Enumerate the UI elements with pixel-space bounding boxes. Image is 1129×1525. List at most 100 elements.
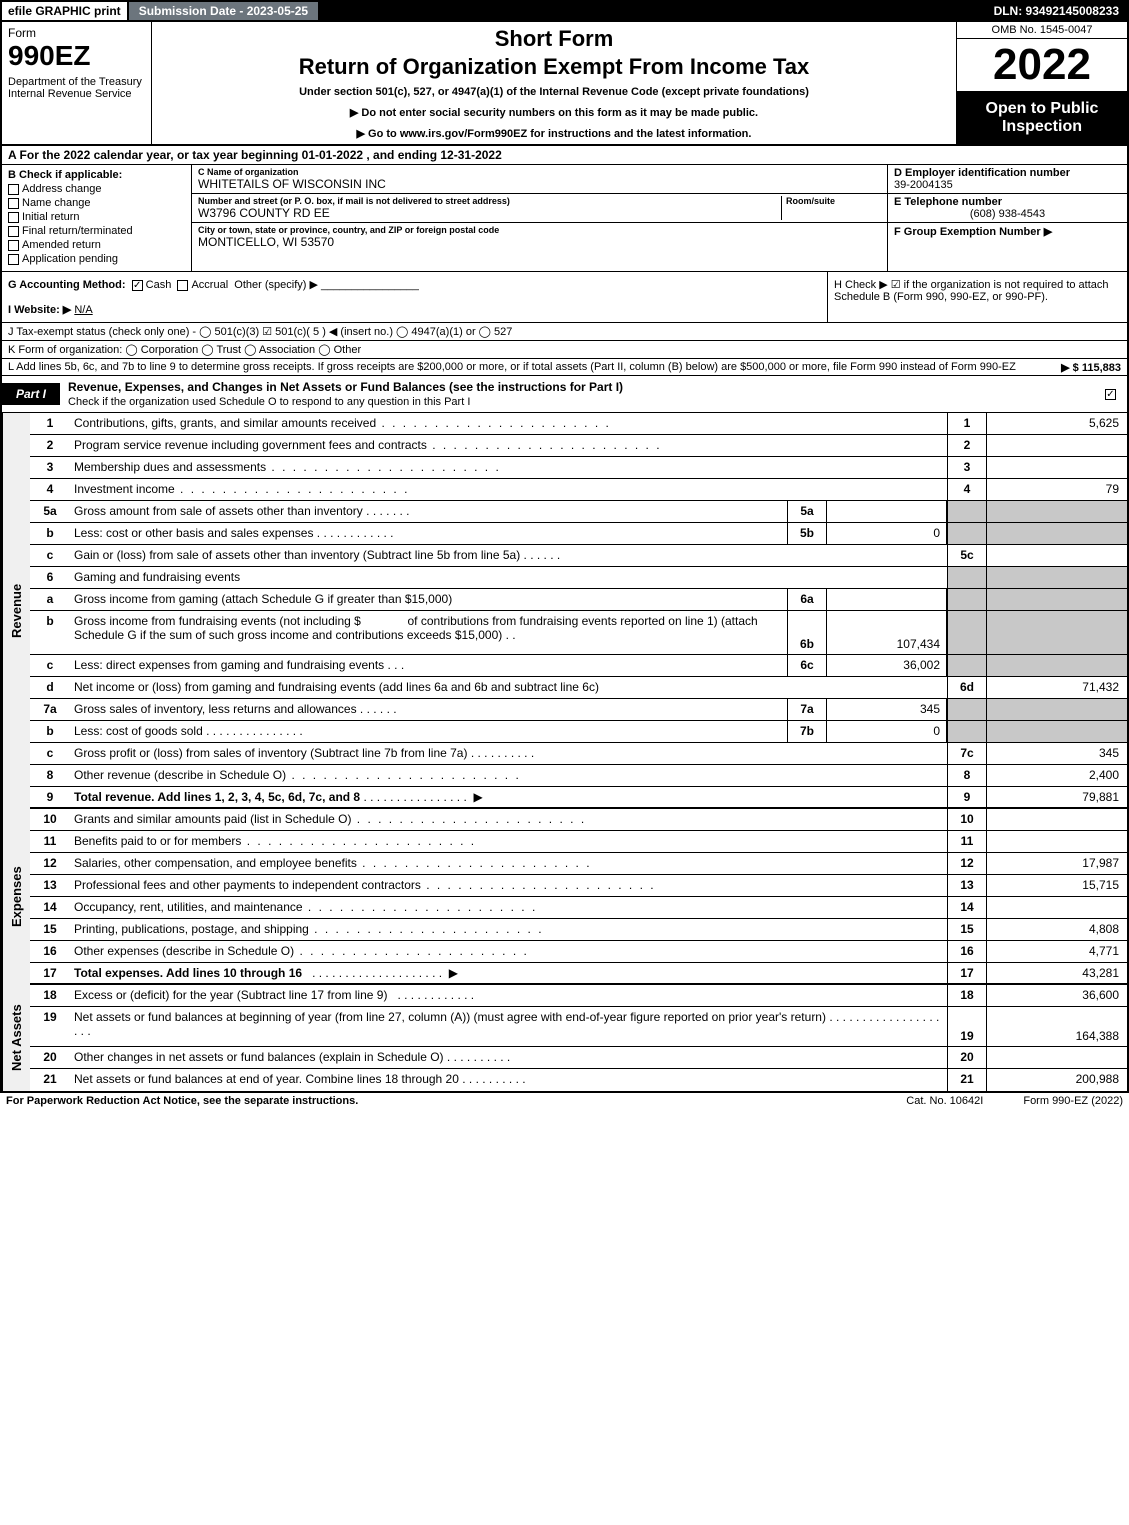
line-6c-desc: Less: direct expenses from gaming and fu… [74, 658, 384, 672]
form-id-box: Form 990EZ Department of the Treasury In… [2, 22, 152, 144]
form-number: 990EZ [8, 40, 145, 72]
line-19-col: 19 [947, 1007, 987, 1046]
c-city: MONTICELLO, WI 53570 [198, 235, 499, 249]
line-14-desc: Occupancy, rent, utilities, and maintena… [74, 900, 303, 914]
line-6c: c Less: direct expenses from gaming and … [30, 655, 1127, 677]
line-7a-col-shaded [947, 699, 987, 720]
g-cash-checkbox[interactable]: ✓ [132, 280, 143, 291]
line-10-val [987, 809, 1127, 830]
line-6b-desc1: Gross income from fundraising events (no… [74, 614, 361, 628]
submission-date-button[interactable]: Submission Date - 2023-05-25 [127, 2, 320, 20]
b-opt-1-label: Name change [22, 197, 91, 209]
line-9-desc: Total revenue. Add lines 1, 2, 3, 4, 5c,… [74, 790, 360, 804]
org-info-block: B Check if applicable: Address change Na… [0, 165, 1129, 272]
line-7c-col: 7c [947, 743, 987, 764]
c-street-label: Number and street (or P. O. box, if mail… [198, 196, 781, 206]
line-1-val: 5,625 [987, 413, 1127, 434]
line-7c: c Gross profit or (loss) from sales of i… [30, 743, 1127, 765]
line-7b-col-shaded [947, 721, 987, 742]
line-6b-num: b [30, 611, 70, 654]
c-org-name: WHITETAILS OF WISCONSIN INC [198, 177, 386, 191]
line-11-val [987, 831, 1127, 852]
line-5a-inum: 5a [787, 501, 827, 522]
form-title-box: Short Form Return of Organization Exempt… [152, 22, 957, 144]
line-5b-ival: 0 [827, 523, 947, 544]
b-opt-0-label: Address change [22, 183, 102, 195]
g-other-label: Other (specify) ▶ [234, 279, 318, 291]
line-6d-desc: Net income or (loss) from gaming and fun… [70, 677, 947, 698]
b-opt-name-change[interactable]: Name change [8, 197, 185, 209]
line-4-val: 79 [987, 479, 1127, 500]
line-7b-num: b [30, 721, 70, 742]
part-1-header: Part I Revenue, Expenses, and Changes in… [0, 376, 1129, 413]
line-7b-inum: 7b [787, 721, 827, 742]
line-21-col: 21 [947, 1069, 987, 1091]
line-3-num: 3 [30, 457, 70, 478]
l-text: L Add lines 5b, 6c, and 7b to line 9 to … [8, 361, 1016, 373]
h-schedule-b: H Check ▶ ☑ if the organization is not r… [827, 272, 1127, 322]
line-4-desc: Investment income [74, 482, 175, 496]
line-6c-val-shaded [987, 655, 1127, 676]
line-16-col: 16 [947, 941, 987, 962]
line-1-num: 1 [30, 413, 70, 434]
g-accrual-checkbox[interactable] [177, 280, 188, 291]
line-9-arrow: ▶ [473, 790, 482, 804]
line-21-val: 200,988 [987, 1069, 1127, 1091]
line-3-desc: Membership dues and assessments [74, 460, 266, 474]
line-10-desc: Grants and similar amounts paid (list in… [74, 812, 351, 826]
d-ein-value: 39-2004135 [894, 179, 1121, 191]
b-opt-application-pending[interactable]: Application pending [8, 253, 185, 265]
line-7a-ival: 345 [827, 699, 947, 720]
line-15-desc: Printing, publications, postage, and shi… [74, 922, 309, 936]
e-phone-label: E Telephone number [894, 196, 1121, 208]
line-6b-ival: 107,434 [827, 611, 947, 654]
c-name-label: C Name of organization [198, 167, 386, 177]
line-7b-desc: Less: cost of goods sold [74, 724, 203, 738]
b-opt-final-return[interactable]: Final return/terminated [8, 225, 185, 237]
form-label: Form [8, 26, 145, 40]
line-6d-num: d [30, 677, 70, 698]
line-5a-col-shaded [947, 501, 987, 522]
line-5c-num: c [30, 545, 70, 566]
line-13-col: 13 [947, 875, 987, 896]
footer-paperwork: For Paperwork Reduction Act Notice, see … [6, 1095, 866, 1107]
line-5c-col: 5c [947, 545, 987, 566]
i-value: N/A [74, 304, 92, 316]
line-9-val: 79,881 [987, 787, 1127, 807]
line-1-col: 1 [947, 413, 987, 434]
line-14-col: 14 [947, 897, 987, 918]
line-9-num: 9 [30, 787, 70, 807]
line-6a-num: a [30, 589, 70, 610]
line-21-num: 21 [30, 1069, 70, 1091]
line-13-val: 15,715 [987, 875, 1127, 896]
line-1: 1 Contributions, gifts, grants, and simi… [30, 413, 1127, 435]
c-city-label: City or town, state or province, country… [198, 225, 499, 235]
d-ein-label: D Employer identification number [894, 167, 1121, 179]
page-footer: For Paperwork Reduction Act Notice, see … [0, 1091, 1129, 1109]
line-5c-val [987, 545, 1127, 566]
line-7a-num: 7a [30, 699, 70, 720]
line-4-col: 4 [947, 479, 987, 500]
line-6b-inum: 6b [787, 611, 827, 654]
c-room-label: Room/suite [786, 196, 881, 206]
b-opt-address-change[interactable]: Address change [8, 183, 185, 195]
line-8-desc: Other revenue (describe in Schedule O) [74, 768, 286, 782]
line-5b: b Less: cost or other basis and sales ex… [30, 523, 1127, 545]
line-2: 2 Program service revenue including gove… [30, 435, 1127, 457]
line-10-col: 10 [947, 809, 987, 830]
line-6d-col: 6d [947, 677, 987, 698]
line-6a-col-shaded [947, 589, 987, 610]
g-label: G Accounting Method: [8, 279, 126, 291]
line-16-num: 16 [30, 941, 70, 962]
part-1-checkbox[interactable]: ✓ [1105, 389, 1116, 400]
efile-print-label[interactable]: efile GRAPHIC print [2, 2, 127, 20]
b-opt-initial-return[interactable]: Initial return [8, 211, 185, 223]
b-opt-amended-return[interactable]: Amended return [8, 239, 185, 251]
form-title-1: Short Form [160, 26, 948, 52]
instructions-link[interactable]: ▶ Go to www.irs.gov/Form990EZ for instru… [160, 127, 948, 140]
line-6a-val-shaded [987, 589, 1127, 610]
form-meta-box: OMB No. 1545-0047 2022 Open to Public In… [957, 22, 1127, 144]
line-17: 17 Total expenses. Add lines 10 through … [30, 963, 1127, 985]
line-5b-num: b [30, 523, 70, 544]
line-7c-desc: Gross profit or (loss) from sales of inv… [74, 746, 467, 760]
